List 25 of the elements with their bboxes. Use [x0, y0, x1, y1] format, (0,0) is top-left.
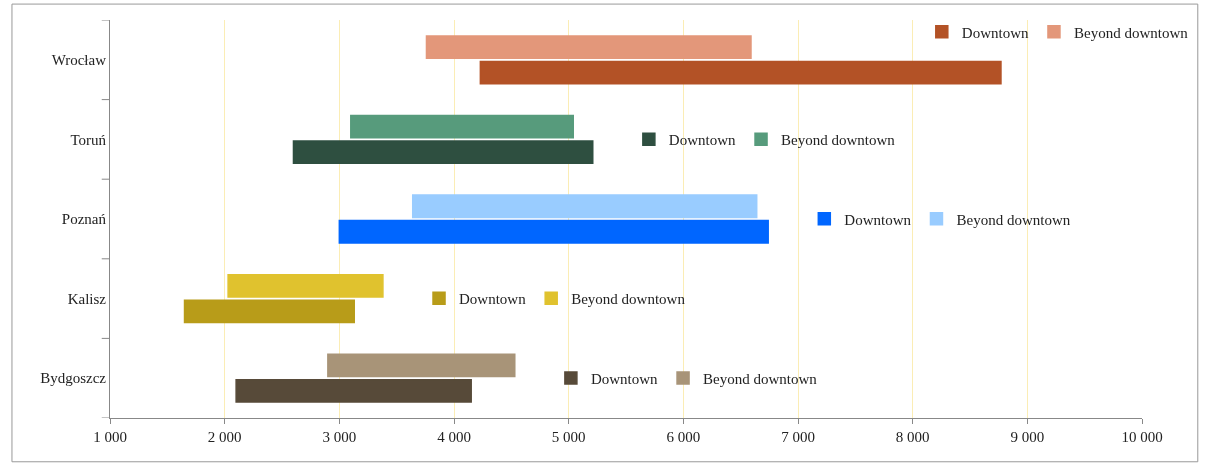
x-tick-label: 3 000 — [322, 429, 357, 445]
x-tick-label: 9 000 — [1010, 429, 1045, 445]
legend-label: Downtown — [590, 370, 659, 387]
x-tick-label: 1 000 — [93, 429, 127, 445]
legend-label: Downtown — [668, 132, 737, 148]
x-tick-label: 10 000 — [1121, 429, 1163, 445]
x-tick-label: 2 000 — [207, 429, 242, 445]
x-tick-label: 6 000 — [666, 429, 701, 445]
x-tick-label: 8 000 — [895, 429, 930, 445]
y-tick-label: Wrocław — [51, 52, 107, 69]
y-tick-label: Toruń — [70, 131, 107, 148]
legend-label: Downtown — [961, 24, 1029, 41]
legend-label: Beyond downtown — [703, 370, 818, 387]
x-tick-label: 7 000 — [781, 429, 815, 445]
legend-label: Beyond downtown — [571, 291, 686, 308]
legend-label: Beyond downtown — [956, 211, 1071, 228]
legend-label: Beyond downtown — [1073, 24, 1189, 41]
x-tick-label: 4 000 — [437, 429, 471, 445]
y-tick-label: Kalisz — [67, 290, 107, 307]
legend-label: Downtown — [844, 211, 912, 228]
y-tick-label: Bydgoszcz — [40, 370, 107, 387]
legend-label: Downtown — [459, 291, 527, 308]
x-tick-label: 5 000 — [551, 429, 586, 445]
y-tick-label: Poznań — [61, 211, 107, 228]
legend-label: Beyond downtown — [781, 132, 896, 148]
